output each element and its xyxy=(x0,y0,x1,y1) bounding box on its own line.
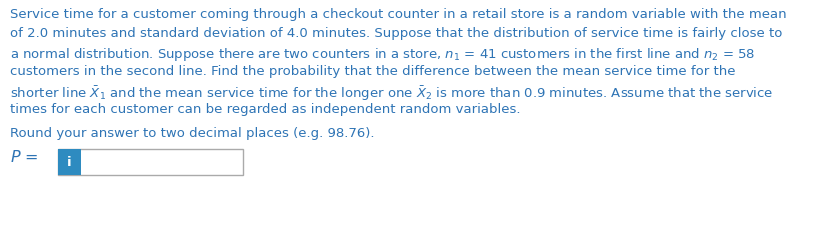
Text: Service time for a customer coming through a checkout counter in a retail store : Service time for a customer coming throu… xyxy=(10,8,786,21)
Text: customers in the second line. Find the probability that the difference between t: customers in the second line. Find the p… xyxy=(10,65,735,78)
Text: shorter line $\bar{X}_1$ and the mean service time for the longer one $\bar{X}_2: shorter line $\bar{X}_1$ and the mean se… xyxy=(10,84,773,103)
Text: of 2.0 minutes and standard deviation of 4.0 minutes. Suppose that the distribut: of 2.0 minutes and standard deviation of… xyxy=(10,27,782,40)
Text: Round your answer to two decimal places (e.g. 98.76).: Round your answer to two decimal places … xyxy=(10,127,375,140)
Text: i: i xyxy=(67,155,72,168)
Text: $P$ =: $P$ = xyxy=(10,149,38,165)
Text: a normal distribution. Suppose there are two counters in a store, $n_1$ = 41 cus: a normal distribution. Suppose there are… xyxy=(10,46,756,63)
FancyBboxPatch shape xyxy=(58,149,243,175)
Text: times for each customer can be regarded as independent random variables.: times for each customer can be regarded … xyxy=(10,103,521,116)
FancyBboxPatch shape xyxy=(58,149,81,175)
